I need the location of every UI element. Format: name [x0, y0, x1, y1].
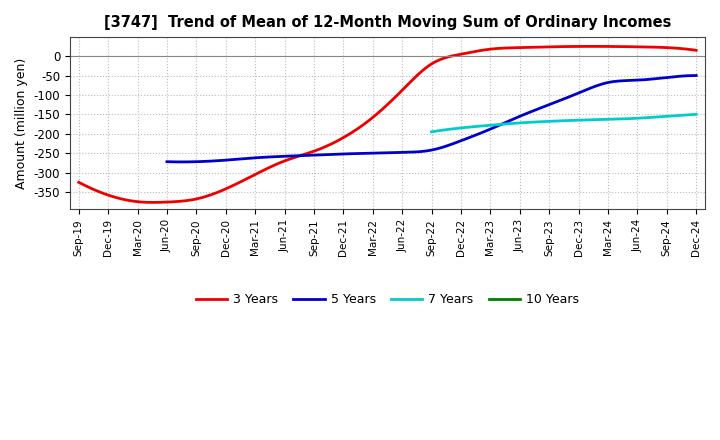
5 Years — [692, 73, 701, 78]
7 Years — [650, 114, 659, 120]
7 Years — [427, 129, 436, 135]
Title: [3747]  Trend of Mean of 12-Month Moving Sum of Ordinary Incomes: [3747] Trend of Mean of 12-Month Moving … — [104, 15, 671, 30]
3 Years — [638, 44, 647, 50]
5 Years — [163, 159, 171, 165]
7 Years — [589, 117, 598, 122]
Line: 5 Years: 5 Years — [167, 76, 696, 162]
Line: 3 Years: 3 Years — [78, 46, 696, 202]
5 Years — [177, 159, 186, 165]
3 Years — [74, 180, 83, 185]
Line: 7 Years: 7 Years — [431, 114, 696, 132]
3 Years — [442, 55, 451, 60]
5 Years — [164, 159, 173, 165]
Y-axis label: Amount (million yen): Amount (million yen) — [15, 58, 28, 189]
3 Years — [454, 52, 463, 57]
5 Years — [488, 125, 497, 131]
3 Years — [444, 54, 453, 59]
5 Years — [480, 129, 488, 135]
7 Years — [584, 117, 593, 123]
Legend: 3 Years, 5 Years, 7 Years, 10 Years: 3 Years, 5 Years, 7 Years, 10 Years — [191, 288, 584, 311]
3 Years — [76, 181, 85, 186]
7 Years — [667, 114, 675, 119]
5 Years — [611, 79, 619, 84]
3 Years — [692, 48, 701, 53]
7 Years — [585, 117, 593, 122]
5 Years — [477, 130, 486, 135]
7 Years — [428, 129, 437, 134]
3 Years — [589, 44, 598, 49]
3 Years — [599, 44, 608, 49]
7 Years — [692, 112, 701, 117]
3 Years — [149, 200, 158, 205]
5 Years — [644, 77, 653, 82]
